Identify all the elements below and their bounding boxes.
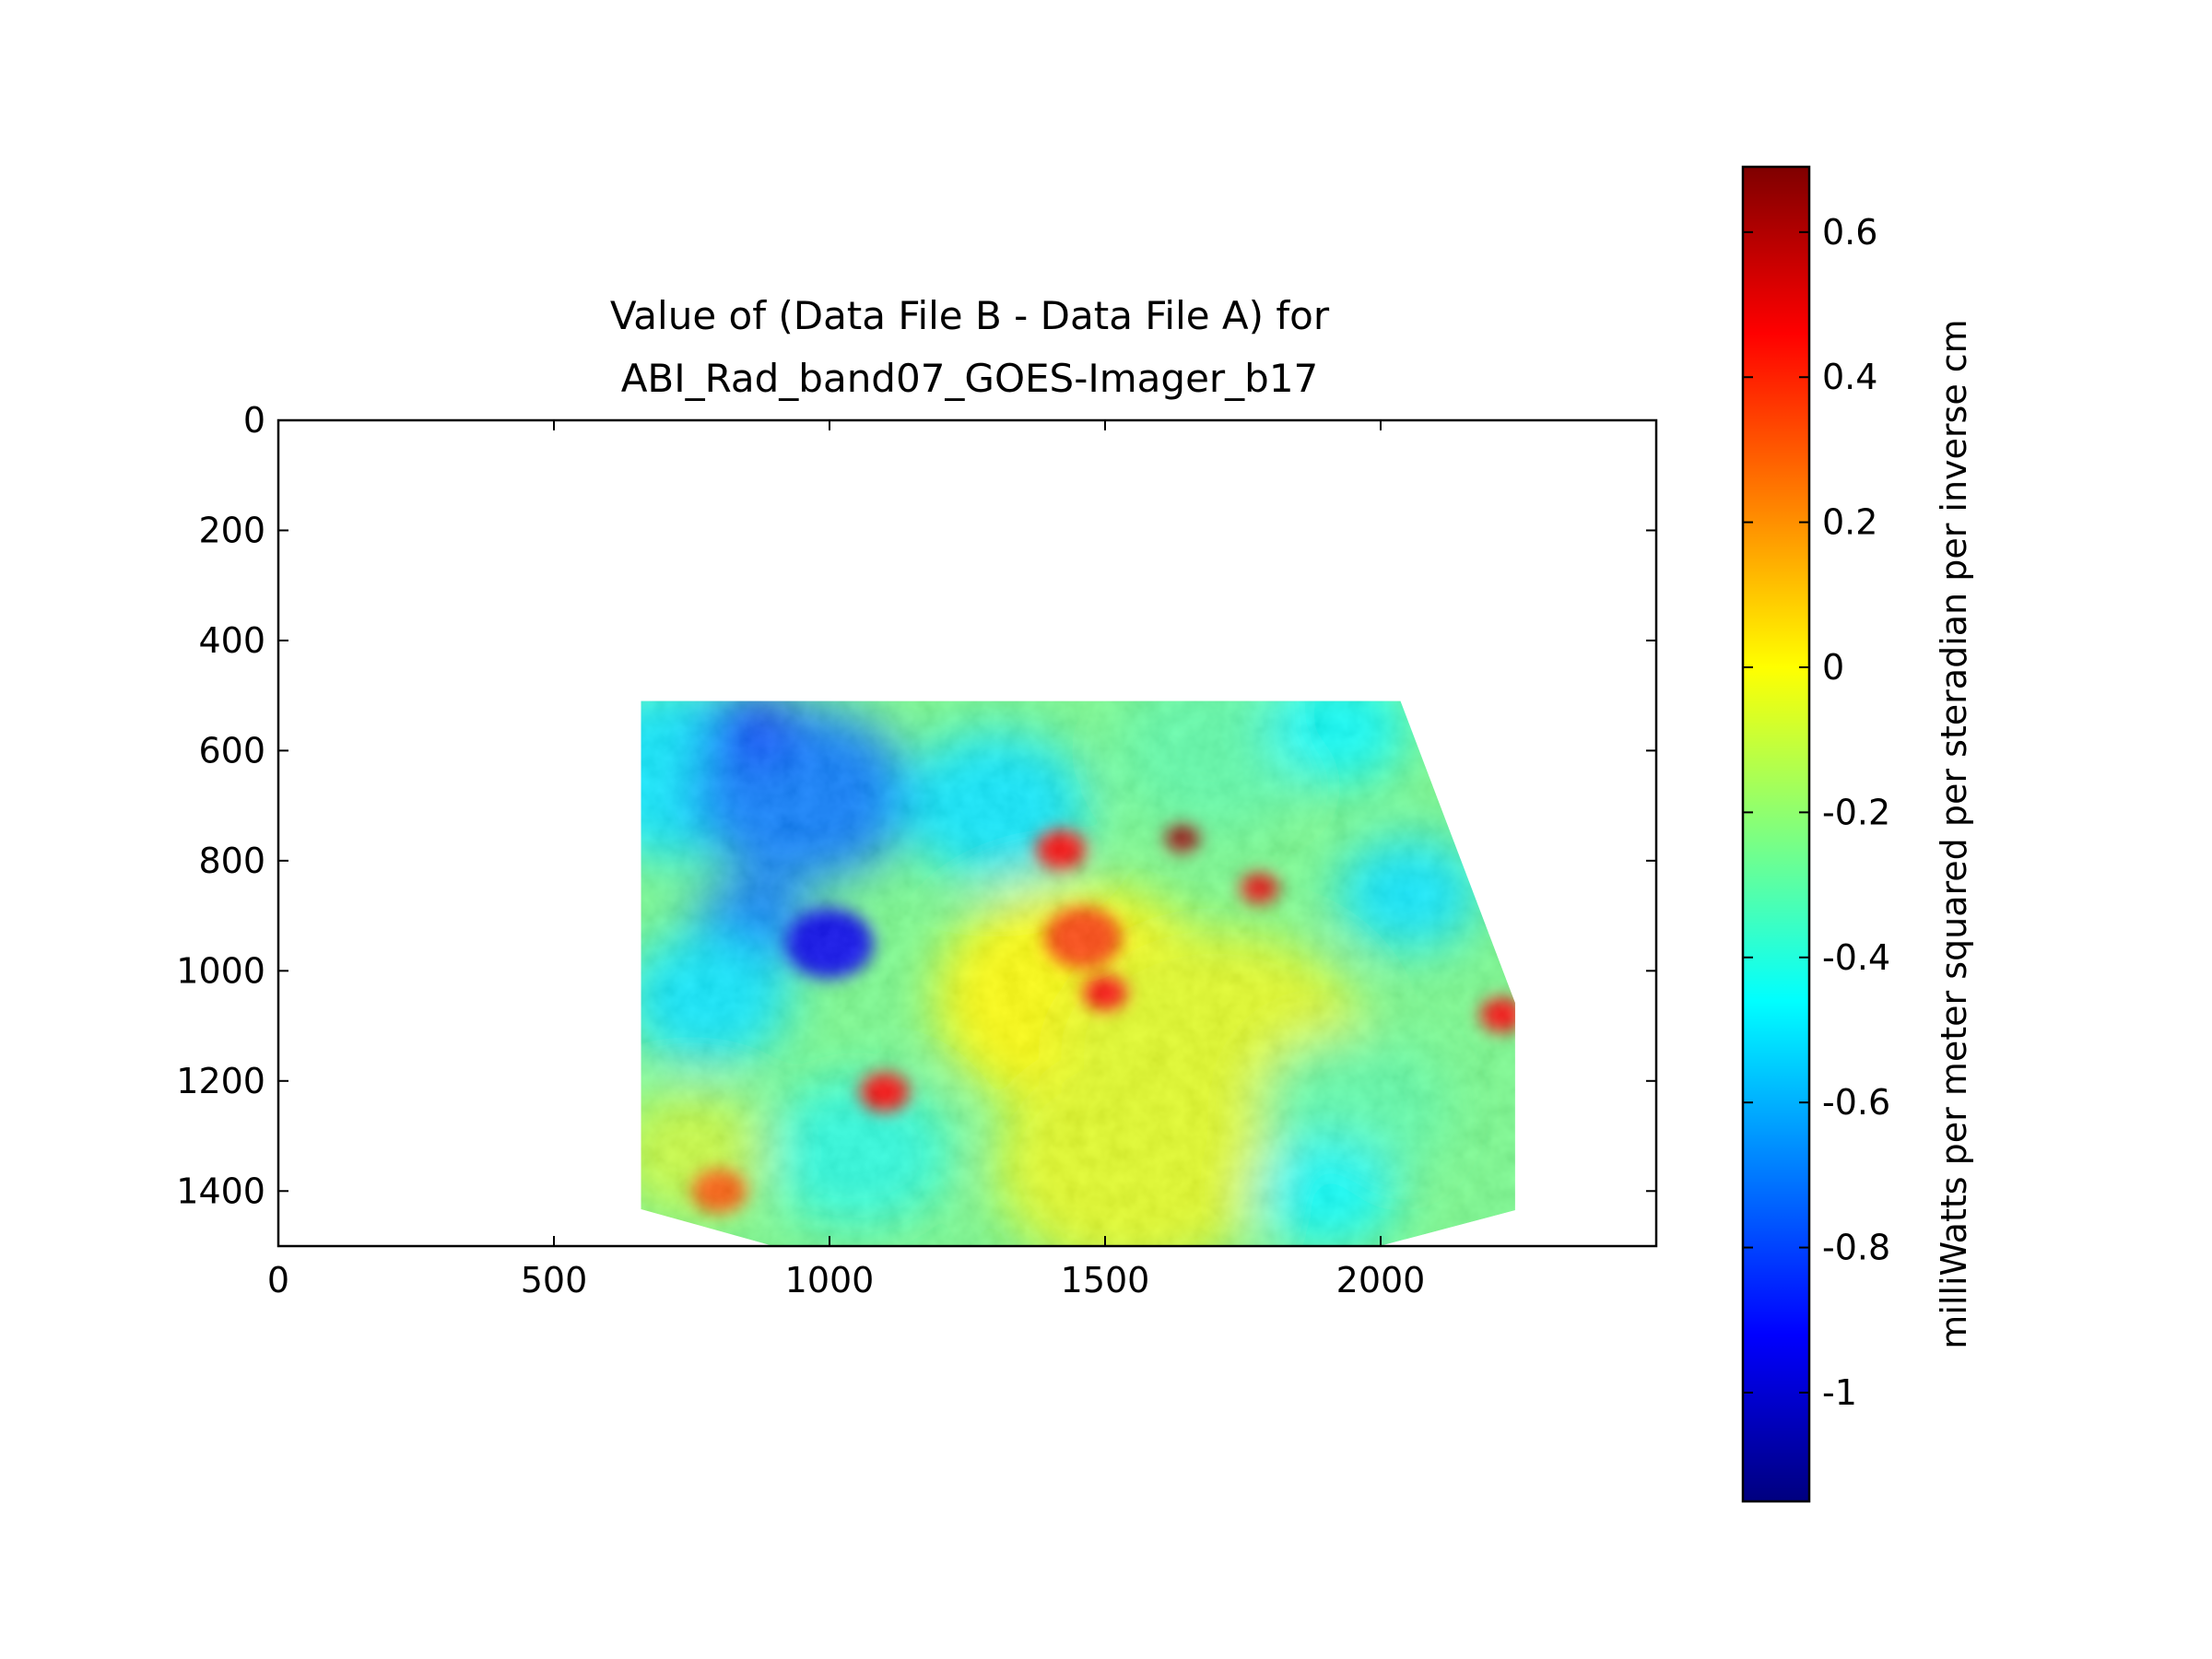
colorbar-tick-label: 0.6	[1822, 212, 1877, 253]
plot-area	[276, 418, 1658, 1248]
colorbar-gradient	[1741, 165, 1811, 1503]
y-tick-label: 600	[198, 730, 265, 771]
y-axis: 0 200 400 600 800 1000 1200 1400	[176, 400, 1656, 1211]
colorbar-tick-label: 0.2	[1822, 502, 1877, 543]
y-tick-label: 1400	[176, 1171, 265, 1211]
y-tick-label: 800	[198, 841, 265, 881]
plot-frame	[276, 418, 1658, 1248]
heatmap-image	[641, 700, 1515, 1246]
chart-title: Value of (Data File B - Data File A) for…	[610, 293, 1330, 401]
y-tick-label: 1000	[176, 950, 265, 991]
x-tick-label: 1000	[785, 1260, 875, 1300]
colorbar-tick-label: -0.6	[1822, 1082, 1890, 1123]
x-tick-label: 2000	[1336, 1260, 1426, 1300]
x-tick-label: 1500	[1061, 1260, 1150, 1300]
title-line-1: Value of (Data File B - Data File A) for	[610, 293, 1330, 338]
colorbar-label: milliWatts per meter squared per steradi…	[1934, 319, 1974, 1348]
colorbar-ticks: 0.6 0.4 0.2 0 -0.2 -0.4 -0.6 -0.8 -1	[1743, 212, 1890, 1413]
heatmap-texture	[641, 700, 1515, 1246]
colorbar-tick-label: -0.2	[1822, 792, 1890, 832]
x-axis: 0 500 1000 1500 2000	[267, 420, 1425, 1300]
colorbar: 0.6 0.4 0.2 0 -0.2 -0.4 -0.6 -0.8 -1 milliWatts …	[1741, 165, 1974, 1503]
colorbar-tick-label: -0.4	[1822, 937, 1890, 978]
title-line-2: ABI_Rad_band07_GOES-Imager_b17	[621, 356, 1319, 401]
y-tick-label: 0	[243, 400, 265, 441]
colorbar-tick-label: -0.8	[1822, 1228, 1890, 1268]
colorbar-tick-label: 0.4	[1822, 357, 1877, 397]
colorbar-tick-label: 0	[1822, 647, 1844, 688]
y-tick-label: 400	[198, 620, 265, 661]
x-tick-label: 500	[521, 1260, 588, 1300]
colorbar-tick-label: -1	[1822, 1372, 1857, 1413]
x-tick-label: 0	[267, 1260, 289, 1300]
y-tick-label: 200	[198, 510, 265, 550]
y-tick-label: 1200	[176, 1061, 265, 1101]
